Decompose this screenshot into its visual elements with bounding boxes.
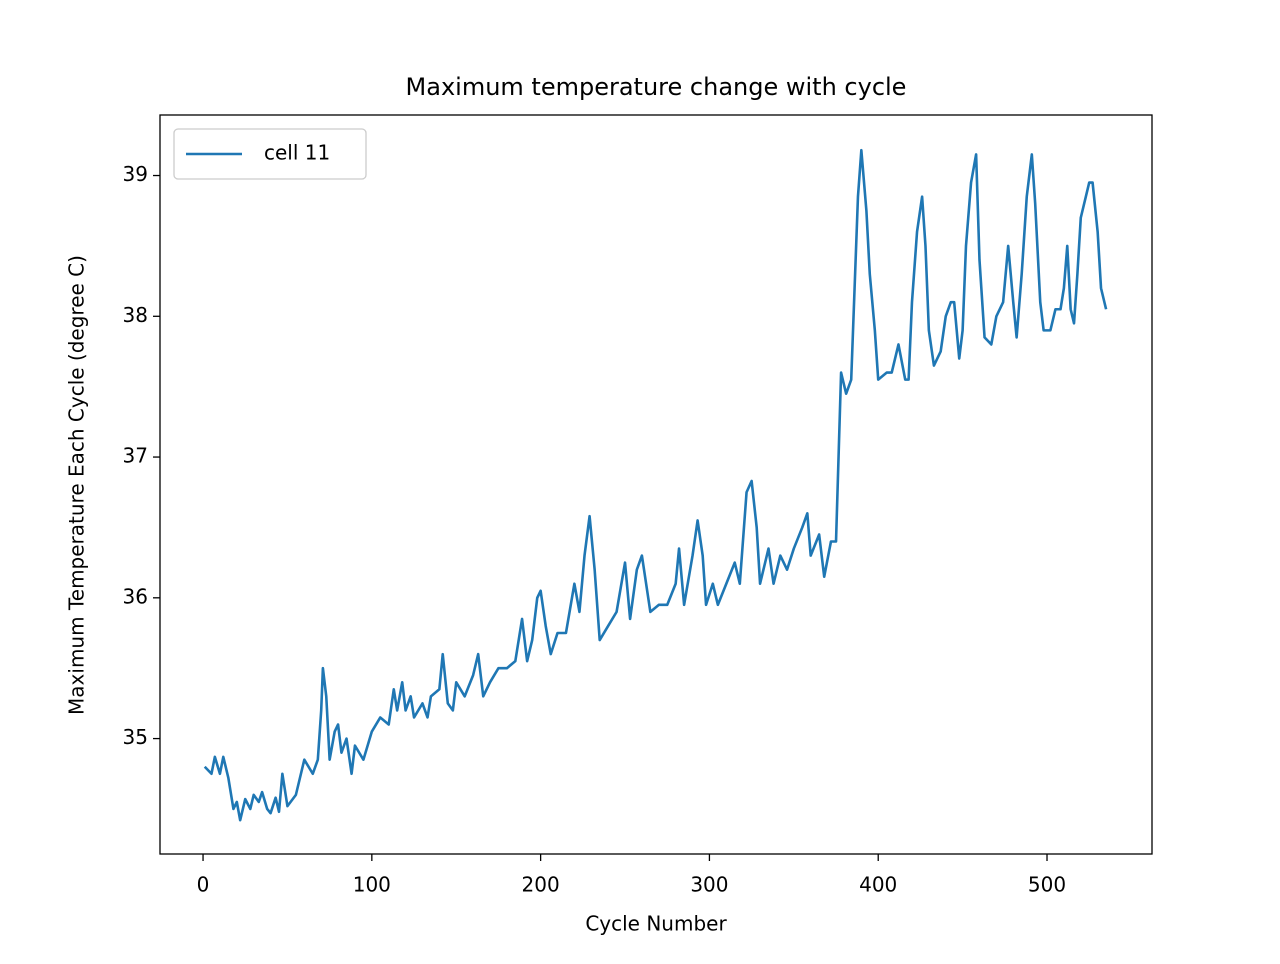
- x-tick-label: 400: [859, 873, 897, 897]
- y-tick-label: 37: [123, 444, 148, 468]
- x-tick-label: 0: [197, 873, 210, 897]
- y-tick-label: 39: [123, 162, 148, 186]
- data-line: [203, 148, 1108, 822]
- y-tick-label: 38: [123, 303, 148, 327]
- x-tick-label: 200: [522, 873, 560, 897]
- chart-title: Maximum temperature change with cycle: [406, 73, 907, 101]
- legend-label: cell 11: [264, 141, 330, 165]
- y-tick-label: 36: [123, 584, 148, 608]
- x-tick-label: 300: [690, 873, 728, 897]
- x-tick-label: 100: [353, 873, 391, 897]
- legend-box: [173, 128, 367, 180]
- y-axis-label: Maximum Temperature Each Cycle (degree C…: [65, 255, 89, 715]
- plot-frame: [159, 114, 1153, 855]
- x-axis-label: Cycle Number: [585, 912, 727, 936]
- x-tick-label: 500: [1028, 873, 1066, 897]
- y-tick-label: 35: [123, 725, 148, 749]
